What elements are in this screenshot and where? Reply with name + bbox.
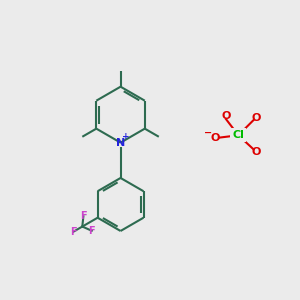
Text: Cl: Cl [232, 130, 244, 140]
Text: O: O [251, 147, 261, 157]
Text: N: N [116, 138, 125, 148]
Text: F: F [70, 227, 77, 237]
Text: −: − [204, 128, 212, 138]
Text: F: F [88, 226, 95, 236]
Text: O: O [221, 110, 231, 121]
Text: O: O [251, 112, 261, 123]
Text: F: F [80, 211, 87, 221]
Text: O: O [210, 133, 220, 142]
Text: +: + [122, 132, 130, 141]
